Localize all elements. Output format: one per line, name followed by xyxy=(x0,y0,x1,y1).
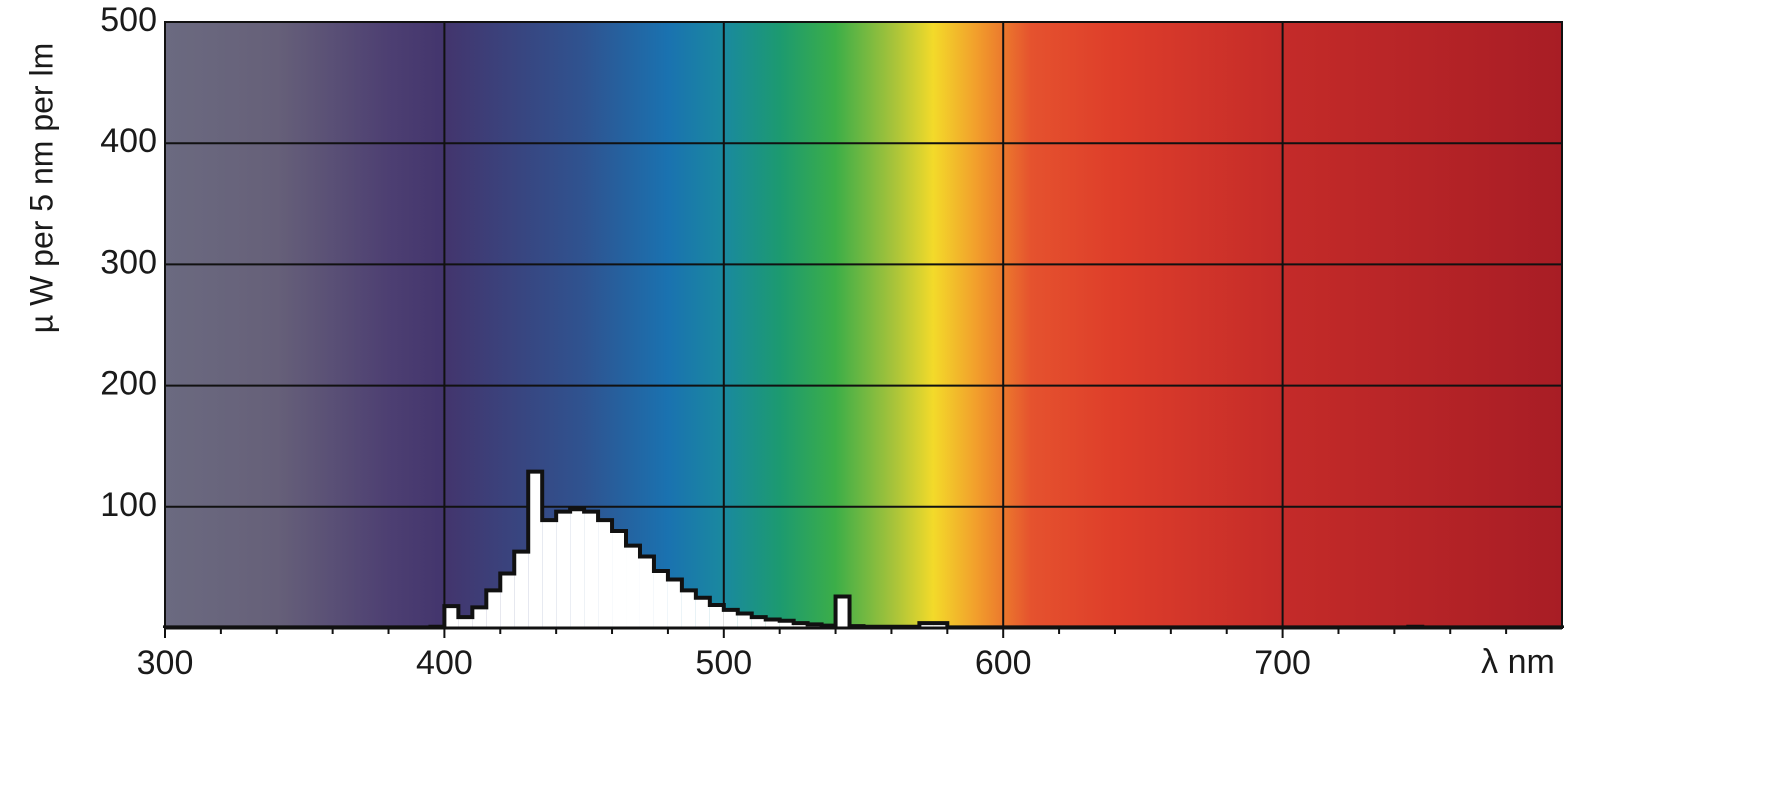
bar xyxy=(514,551,529,628)
bar xyxy=(570,509,585,628)
spectrum-background xyxy=(165,22,1562,628)
bar xyxy=(444,606,459,628)
bar xyxy=(584,511,599,628)
bar xyxy=(765,619,780,628)
bar xyxy=(528,471,543,628)
x-tick-label: 500 xyxy=(695,644,752,682)
bar xyxy=(737,613,752,628)
bar xyxy=(835,596,850,628)
bar xyxy=(667,579,682,628)
bar xyxy=(793,623,808,628)
bar xyxy=(709,604,724,628)
y-tick-label: 200 xyxy=(100,365,157,403)
bar xyxy=(653,571,668,628)
bar xyxy=(458,617,473,628)
x-tick-label: 600 xyxy=(975,644,1032,682)
x-tick-label: 400 xyxy=(416,644,473,682)
bar xyxy=(612,531,627,628)
bar xyxy=(681,590,696,628)
y-axis-label: µ W per 5 nm per lm xyxy=(23,43,59,334)
x-tick-label: 300 xyxy=(137,644,194,682)
bar xyxy=(695,597,710,628)
x-tick-label: 700 xyxy=(1254,644,1311,682)
y-tick-label: 100 xyxy=(100,486,157,524)
bar xyxy=(779,620,794,628)
bar xyxy=(486,590,501,628)
bar xyxy=(639,556,654,628)
y-tick-label: 300 xyxy=(100,243,157,281)
y-tick-label: 400 xyxy=(100,122,157,160)
bar xyxy=(919,623,934,628)
y-tick-label: 500 xyxy=(100,1,157,39)
bar xyxy=(933,623,948,628)
bar xyxy=(626,545,640,628)
bar xyxy=(598,520,613,628)
bar xyxy=(723,609,738,628)
bar xyxy=(472,607,487,628)
bar xyxy=(751,617,766,628)
bar xyxy=(556,511,571,628)
x-axis-label: λ nm xyxy=(1481,643,1555,681)
bar xyxy=(542,520,557,628)
bar xyxy=(500,573,515,628)
